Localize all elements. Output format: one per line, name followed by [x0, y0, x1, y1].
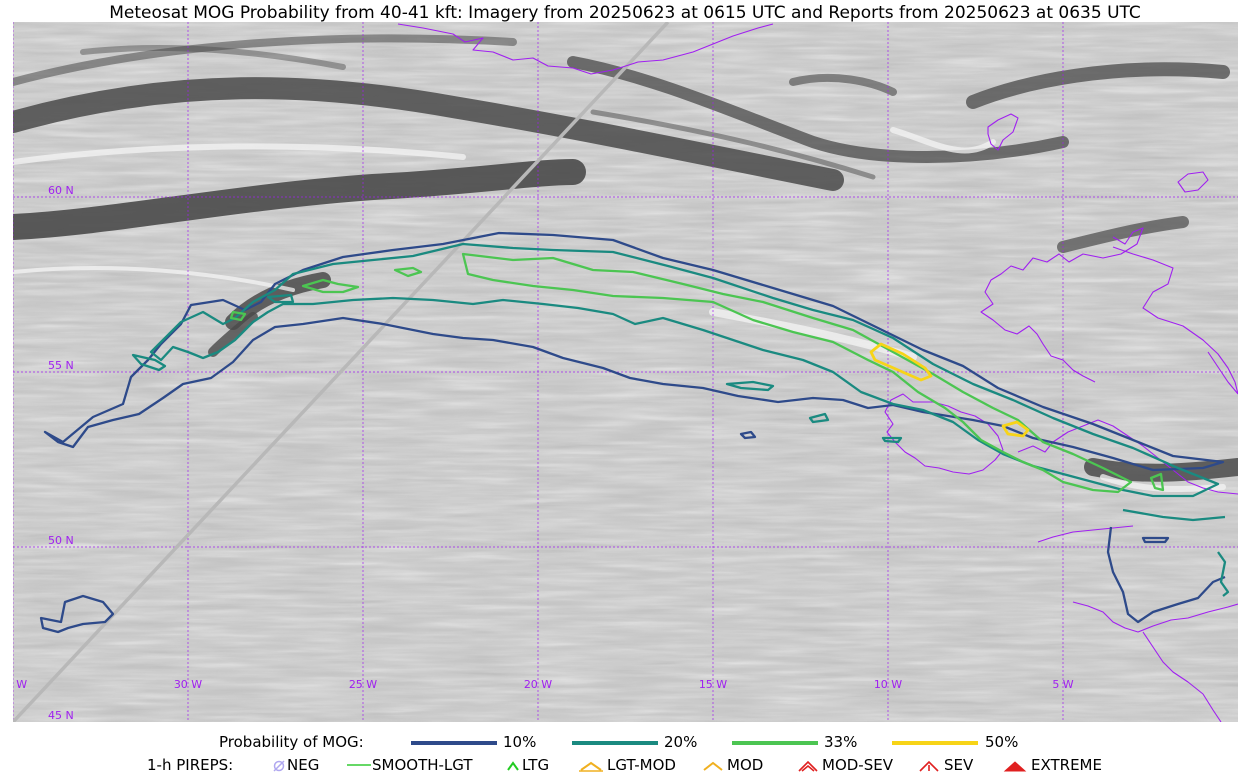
lon-label-30w: 30 W	[174, 678, 202, 691]
extreme-icon	[1003, 761, 1027, 772]
pireps-legend-title: 1-h PIREPS:	[147, 756, 234, 774]
pirep-label-lgt-mod: LGT-MOD	[607, 756, 676, 774]
norway-coast	[1207, 351, 1238, 395]
pirep-label-neg: NEG	[287, 756, 320, 774]
iceland-coast	[987, 113, 1019, 151]
neg-icon	[273, 760, 285, 772]
scotland-coast	[980, 227, 1144, 383]
ltg-chevron-icon	[507, 761, 519, 771]
legend-label-10pct: 10%	[503, 733, 537, 751]
latitude-tick-labels: 60 N 55 N 50 N 45 N	[48, 184, 74, 722]
france-west-coast	[1142, 631, 1222, 722]
legend-swatch-33pct	[732, 741, 818, 745]
greenland-coast	[397, 23, 774, 75]
smooth-lgt-line-icon	[347, 764, 371, 766]
wales-england-coast	[1017, 419, 1238, 495]
lat-label-45n: 45 N	[48, 709, 74, 722]
brittany-coast	[1072, 601, 1238, 633]
pirep-label-ltg: LTG	[522, 756, 550, 774]
longitude-tick-labels: 35 W 30 W 25 W 20 W 15 W 10 W 5 W	[13, 678, 1074, 691]
legend-swatch-10pct	[411, 741, 497, 745]
legend-swatch-50pct	[892, 741, 978, 745]
pirep-label-extreme: EXTREME	[1031, 756, 1102, 774]
legend-swatch-20pct	[572, 741, 658, 745]
lon-label-15w: 15 W	[699, 678, 727, 691]
lon-label-5w: 5 W	[1052, 678, 1073, 691]
contours-20pct	[131, 242, 1230, 597]
mod-sev-icon	[798, 760, 818, 772]
lon-label-25w: 25 W	[349, 678, 377, 691]
lon-label-35w: 35 W	[13, 678, 27, 691]
contours-33pct	[229, 252, 1165, 494]
sev-icon	[919, 760, 939, 772]
lat-label-50n: 50 N	[48, 534, 74, 547]
pirep-label-smooth-lgt: SMOOTH-LGT	[372, 756, 473, 774]
satellite-map: 35 W 30 W 25 W 20 W 15 W 10 W 5 W 60 N 5…	[13, 22, 1238, 722]
faroe-coast	[1177, 171, 1209, 193]
cornwall-coast	[1037, 525, 1134, 543]
pirep-label-mod-sev: MOD-SEV	[822, 756, 893, 774]
map-title: Meteosat MOG Probability from 40-41 kft:…	[109, 3, 1141, 23]
contours-10pct	[39, 231, 1226, 634]
dark-wave-bands	[13, 34, 1238, 482]
graticule	[13, 22, 1238, 722]
legend-label-20pct: 20%	[664, 733, 698, 751]
lgt-mod-icon	[579, 761, 603, 772]
coastlines	[397, 23, 1238, 722]
lon-label-20w: 20 W	[524, 678, 552, 691]
legend-label-50pct: 50%	[985, 733, 1019, 751]
pirep-label-mod: MOD	[727, 756, 764, 774]
lon-label-10w: 10 W	[874, 678, 902, 691]
ireland-coast	[884, 393, 1004, 475]
england-east-coast	[1112, 246, 1238, 395]
satellite-track	[13, 22, 670, 722]
probability-legend-title: Probability of MOG:	[219, 733, 364, 751]
lat-label-55n: 55 N	[48, 359, 74, 372]
mod-chevron-icon	[703, 761, 723, 771]
lat-label-60n: 60 N	[48, 184, 74, 197]
pirep-label-sev: SEV	[944, 756, 974, 774]
legend-label-33pct: 33%	[824, 733, 858, 751]
contours-50pct	[869, 342, 1030, 438]
